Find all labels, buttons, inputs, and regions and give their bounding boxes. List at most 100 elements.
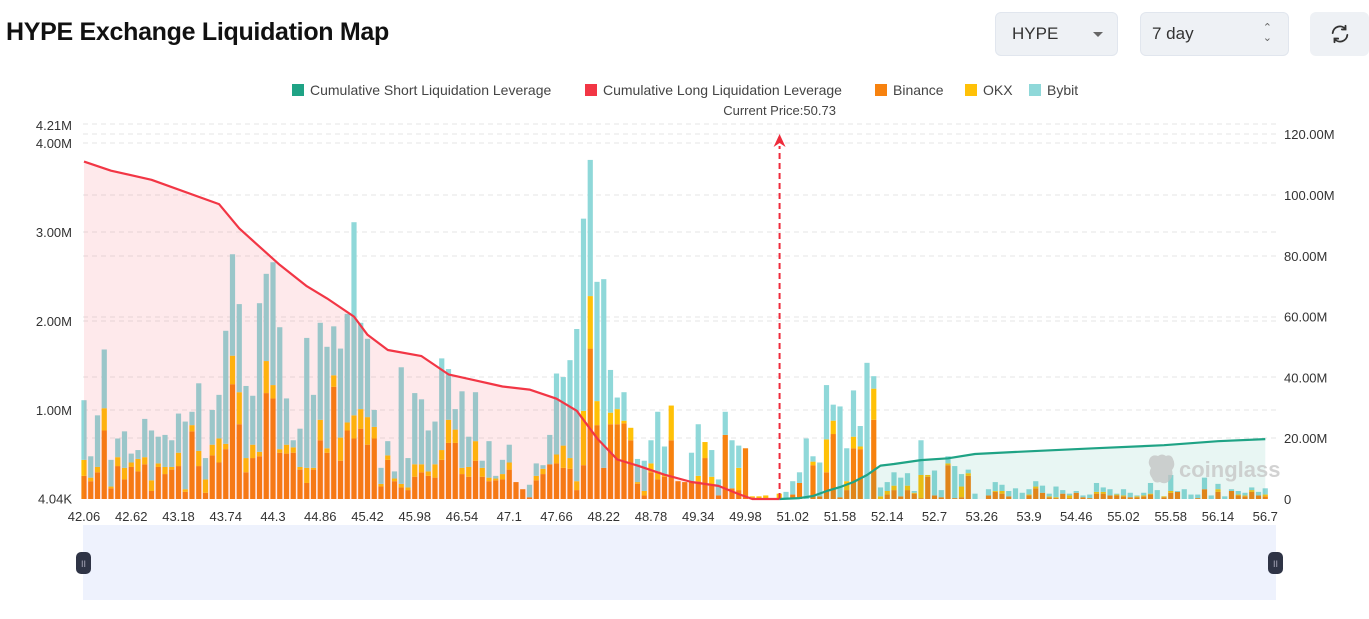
bar-okx xyxy=(918,474,924,499)
refresh-button[interactable] xyxy=(1310,12,1369,56)
bar-binance xyxy=(452,442,458,499)
bar-binance xyxy=(729,488,735,499)
bar-binance xyxy=(742,448,749,499)
bar-okx xyxy=(1100,491,1106,494)
bar-okx xyxy=(871,388,877,420)
x-axis-tick: 47.66 xyxy=(540,509,573,524)
bar-bybit xyxy=(992,482,998,491)
bar-okx xyxy=(560,445,566,468)
bar-binance xyxy=(412,476,418,499)
bar-bybit xyxy=(148,430,155,481)
bar-bybit xyxy=(506,444,512,463)
bar-okx xyxy=(202,479,209,493)
bar-bybit xyxy=(567,360,573,459)
bar-okx xyxy=(337,437,344,461)
x-axis-tick: 55.02 xyxy=(1107,509,1140,524)
bar-binance xyxy=(283,453,290,499)
bar-bybit xyxy=(655,411,661,472)
bar-okx xyxy=(1066,495,1073,499)
bar-binance xyxy=(256,456,263,499)
bar-binance xyxy=(945,465,951,499)
bar-bybit xyxy=(418,399,425,465)
lines xyxy=(83,160,1266,501)
bar-bybit xyxy=(783,491,789,499)
bar-okx xyxy=(128,462,134,467)
bar-binance xyxy=(850,448,857,499)
bar-okx xyxy=(121,467,128,480)
bar-okx xyxy=(94,466,101,473)
zoom-slider-track[interactable] xyxy=(83,525,1276,600)
bar-binance xyxy=(364,444,371,499)
bar-bybit xyxy=(796,472,803,483)
bar-okx xyxy=(351,415,357,439)
bar-binance xyxy=(425,475,431,499)
bar-bybit xyxy=(965,469,971,474)
bar-okx xyxy=(621,420,627,424)
coin-select[interactable]: HYPE xyxy=(995,12,1118,56)
bar-bybit xyxy=(803,438,809,499)
bar-bybit xyxy=(553,373,560,455)
bar-bybit xyxy=(695,424,701,476)
bar-bybit xyxy=(466,436,472,467)
bar-bybit xyxy=(904,473,911,486)
x-axis-tick: 42.62 xyxy=(115,509,148,524)
bar-okx xyxy=(1114,494,1120,496)
right-axis-tick: 80.00M xyxy=(1284,249,1327,264)
bar-okx xyxy=(452,429,458,443)
bar-binance xyxy=(466,476,472,499)
bar-bybit xyxy=(1201,477,1208,490)
bar-binance xyxy=(871,419,877,499)
bar-bybit xyxy=(790,481,796,495)
bar-okx xyxy=(580,410,587,466)
x-axis-tick: 52.7 xyxy=(922,509,947,524)
bar-bybit xyxy=(256,303,263,452)
bar-bybit xyxy=(263,273,269,362)
bar-bybit xyxy=(270,262,276,386)
bar-okx xyxy=(115,457,121,467)
bar-binance xyxy=(857,449,863,499)
bar-bybit xyxy=(202,458,209,480)
bar-okx xyxy=(243,458,249,473)
bar-binance xyxy=(277,452,283,499)
bar-bybit xyxy=(351,222,357,416)
bar-binance xyxy=(675,481,681,499)
bar-okx xyxy=(756,496,762,499)
bar-bybit xyxy=(972,493,978,499)
bar-bybit xyxy=(472,392,479,442)
bar-binance xyxy=(378,486,384,499)
bar-binance xyxy=(310,469,317,499)
bar-bybit xyxy=(891,472,897,486)
bar-okx xyxy=(850,436,857,449)
bar-okx xyxy=(310,467,317,470)
bar-bybit xyxy=(884,482,890,491)
legend-swatch-0 xyxy=(292,84,304,96)
bar-binance xyxy=(405,490,411,499)
bar-binance xyxy=(560,467,566,499)
bar-binance xyxy=(479,476,485,499)
bar-binance xyxy=(898,496,904,499)
bar-okx xyxy=(216,438,222,463)
bar-bybit xyxy=(810,456,816,462)
bar-bybit xyxy=(1168,474,1174,491)
bar-bybit xyxy=(432,421,438,465)
bar-bybit xyxy=(115,438,121,458)
bar-bybit xyxy=(142,418,148,458)
bar-binance xyxy=(931,495,938,499)
bar-okx xyxy=(1215,489,1221,492)
legend-label: Bybit xyxy=(1047,82,1078,98)
bar-okx xyxy=(884,490,890,495)
bar-binance xyxy=(432,477,438,499)
legend: Cumulative Short Liquidation Leverage Cum… xyxy=(292,82,1078,98)
period-select[interactable]: 7 day ⌃ ⌄ xyxy=(1140,12,1289,56)
bar-binance xyxy=(1174,491,1181,499)
bar-okx xyxy=(196,450,202,467)
bar-bybit xyxy=(871,376,877,389)
bar-binance xyxy=(952,498,958,499)
bar-bybit xyxy=(722,411,728,435)
bar-binance xyxy=(668,440,674,499)
zoom-slider-left-handle[interactable] xyxy=(76,552,91,574)
x-axis-tick: 45.98 xyxy=(398,509,431,524)
zoom-slider-right-handle[interactable] xyxy=(1268,552,1283,574)
bar-okx xyxy=(162,466,168,475)
bar-bybit xyxy=(378,467,384,484)
